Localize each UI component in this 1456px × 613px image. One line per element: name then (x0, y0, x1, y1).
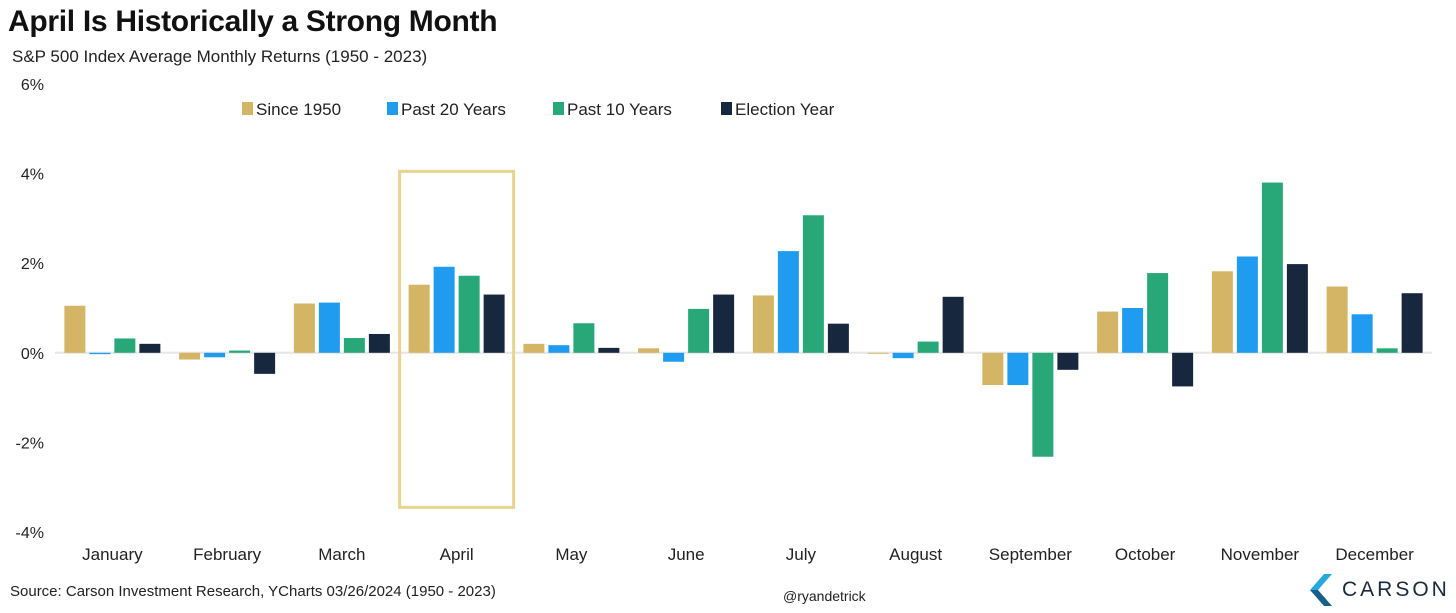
category-label: July (786, 545, 817, 564)
bar (982, 352, 1004, 386)
bar (368, 333, 390, 353)
category-label: August (889, 545, 942, 564)
bar (802, 215, 824, 353)
bar (1286, 264, 1308, 353)
bar (408, 284, 430, 353)
bar (598, 347, 620, 353)
legend-swatch (553, 102, 564, 115)
carson-logo-mark-icon (1310, 574, 1332, 606)
bar (433, 266, 455, 353)
bar (1147, 273, 1169, 353)
chart-subtitle: S&P 500 Index Average Monthly Returns (1… (12, 47, 428, 66)
category-label: September (989, 545, 1072, 564)
bar (917, 341, 939, 353)
author-handle: @ryandetrick (783, 588, 866, 604)
bar (573, 323, 595, 353)
category-label: June (668, 545, 705, 564)
bar (548, 345, 570, 353)
bar (713, 294, 735, 353)
bar (293, 303, 315, 353)
category-label: April (440, 545, 474, 564)
bar (1097, 311, 1119, 353)
legend-swatch (242, 102, 253, 115)
bar (688, 308, 710, 353)
bar (1351, 314, 1373, 353)
carson-logo-text: CARSON (1342, 578, 1450, 601)
y-tick-label: 0% (21, 346, 44, 363)
legend-swatch (387, 102, 398, 115)
bar (523, 343, 545, 353)
bar (1057, 352, 1079, 370)
bar (942, 296, 964, 353)
bar (1236, 256, 1258, 353)
y-tick-label: 6% (21, 77, 44, 94)
bar (1326, 286, 1348, 353)
bar (343, 338, 365, 353)
bar (752, 295, 774, 353)
bar (892, 352, 914, 359)
bar (1376, 348, 1398, 353)
bar (867, 352, 889, 354)
bar (1032, 352, 1054, 457)
bar (458, 275, 480, 353)
bar (318, 302, 340, 353)
bar (827, 323, 849, 353)
bar (638, 348, 660, 353)
bar (1401, 293, 1423, 353)
bar (483, 294, 505, 353)
bar (204, 352, 226, 358)
source-note: Source: Carson Investment Research, YCha… (10, 583, 496, 600)
category-label: October (1115, 545, 1176, 564)
bar (229, 350, 251, 353)
bar (114, 338, 136, 353)
bar (663, 352, 685, 362)
carson-logo: CARSON (1302, 572, 1452, 608)
bar (1261, 182, 1283, 353)
bar (89, 352, 111, 355)
legend-label: Since 1950 (256, 100, 341, 119)
bar (1122, 308, 1144, 353)
bar (777, 251, 799, 353)
bar (64, 305, 86, 353)
highlight-box (398, 169, 516, 509)
y-tick-label: -2% (16, 435, 44, 452)
bar (1007, 352, 1029, 386)
legend-label: Past 10 Years (567, 100, 672, 119)
category-label: February (193, 545, 262, 564)
bar (1211, 271, 1233, 353)
chart-title: April Is Historically a Strong Month (8, 5, 498, 38)
bar (139, 343, 161, 353)
legend-label: Past 20 Years (401, 100, 506, 119)
category-label: November (1221, 545, 1300, 564)
category-label: March (318, 545, 365, 564)
bar (1172, 352, 1194, 387)
bar (254, 352, 276, 374)
bar (179, 352, 201, 360)
category-label: May (555, 545, 588, 564)
y-tick-label: -4% (16, 525, 44, 542)
y-tick-label: 4% (21, 167, 44, 184)
y-tick-label: 2% (21, 256, 44, 273)
legend-label: Election Year (735, 100, 835, 119)
legend-swatch (721, 102, 732, 115)
category-label: January (82, 545, 143, 564)
category-label: December (1335, 545, 1414, 564)
